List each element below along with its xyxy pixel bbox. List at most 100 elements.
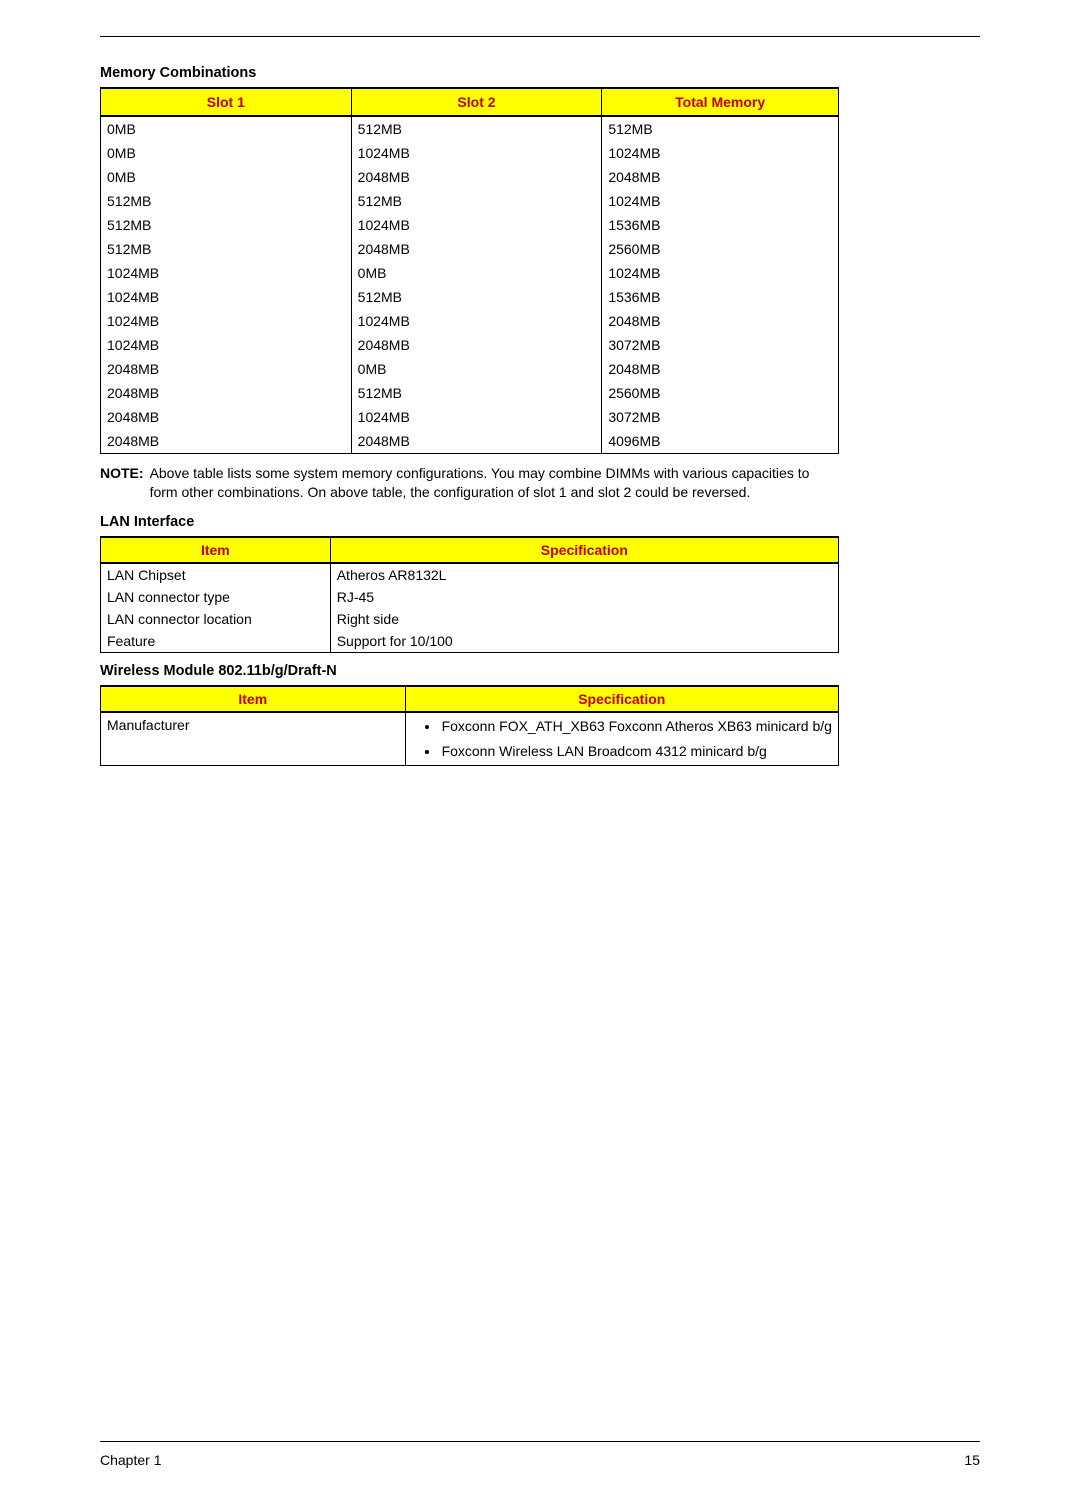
note-label: NOTE: — [100, 464, 150, 502]
cell: 1024MB — [351, 141, 602, 165]
note-text: Above table lists some system memory con… — [150, 464, 839, 502]
table-row: LAN connector typeRJ-45 — [101, 586, 839, 608]
cell: 2048MB — [101, 429, 352, 454]
footer-chapter: Chapter 1 — [100, 1452, 161, 1468]
cell: LAN connector type — [101, 586, 331, 608]
memory-table: Slot 1 Slot 2 Total Memory 0MB512MB512MB… — [100, 87, 839, 454]
cell: 2048MB — [602, 309, 839, 333]
table-row: 512MB2048MB2560MB — [101, 237, 839, 261]
memory-col-slot1: Slot 1 — [101, 88, 352, 116]
table-row: Manufacturer Foxconn FOX_ATH_XB63 Foxcon… — [101, 712, 839, 765]
wireless-table: Item Specification Manufacturer Foxconn … — [100, 685, 839, 766]
footer-page-number: 15 — [964, 1452, 980, 1468]
table-row: 1024MB0MB1024MB — [101, 261, 839, 285]
table-row: 2048MB2048MB4096MB — [101, 429, 839, 454]
cell: 1024MB — [602, 189, 839, 213]
page: Memory Combinations Slot 1 Slot 2 Total … — [0, 0, 1080, 1512]
table-row: 1024MB2048MB3072MB — [101, 333, 839, 357]
cell: Feature — [101, 630, 331, 653]
memory-col-total: Total Memory — [602, 88, 839, 116]
cell: 1024MB — [101, 333, 352, 357]
cell: 1536MB — [602, 285, 839, 309]
cell: Atheros AR8132L — [330, 563, 838, 586]
cell: 4096MB — [602, 429, 839, 454]
cell: 512MB — [101, 213, 352, 237]
note-block: NOTE: Above table lists some system memo… — [100, 464, 839, 502]
table-row: 1024MB512MB1536MB — [101, 285, 839, 309]
lan-col-item: Item — [101, 537, 331, 563]
wireless-title: Wireless Module 802.11b/g/Draft-N — [100, 663, 980, 679]
table-row: 2048MB0MB2048MB — [101, 357, 839, 381]
wireless-spec-cell: Foxconn FOX_ATH_XB63 Foxconn Atheros XB6… — [405, 712, 838, 765]
cell: LAN Chipset — [101, 563, 331, 586]
cell: 512MB — [351, 189, 602, 213]
cell: 512MB — [101, 189, 352, 213]
table-row: 512MB512MB1024MB — [101, 189, 839, 213]
memory-header-row: Slot 1 Slot 2 Total Memory — [101, 88, 839, 116]
table-row: 512MB1024MB1536MB — [101, 213, 839, 237]
table-row: 2048MB1024MB3072MB — [101, 405, 839, 429]
cell: RJ-45 — [330, 586, 838, 608]
cell: 1024MB — [602, 261, 839, 285]
table-row: LAN connector locationRight side — [101, 608, 839, 630]
top-rule — [100, 36, 980, 37]
wireless-col-item: Item — [101, 686, 406, 712]
cell: 2048MB — [602, 357, 839, 381]
cell: 512MB — [351, 285, 602, 309]
cell: 512MB — [602, 116, 839, 141]
cell: 2048MB — [602, 165, 839, 189]
cell: 512MB — [351, 116, 602, 141]
cell: 2560MB — [602, 381, 839, 405]
cell: LAN connector location — [101, 608, 331, 630]
table-row: LAN ChipsetAtheros AR8132L — [101, 563, 839, 586]
wireless-col-spec: Specification — [405, 686, 838, 712]
cell: 3072MB — [602, 405, 839, 429]
table-row: 0MB2048MB2048MB — [101, 165, 839, 189]
cell: 2048MB — [351, 165, 602, 189]
lan-title: LAN Interface — [100, 514, 980, 530]
cell: 2048MB — [351, 333, 602, 357]
footer: Chapter 1 15 — [100, 1441, 980, 1468]
list-item: Foxconn FOX_ATH_XB63 Foxconn Atheros XB6… — [440, 717, 832, 736]
cell: 1024MB — [101, 309, 352, 333]
wireless-manufacturer-label: Manufacturer — [101, 712, 406, 765]
cell: 2048MB — [101, 381, 352, 405]
cell: 1024MB — [351, 213, 602, 237]
cell: 1024MB — [351, 309, 602, 333]
cell: 2048MB — [101, 405, 352, 429]
cell: 3072MB — [602, 333, 839, 357]
wireless-header-row: Item Specification — [101, 686, 839, 712]
table-row: FeatureSupport for 10/100 — [101, 630, 839, 653]
cell: 1024MB — [101, 261, 352, 285]
cell: 512MB — [101, 237, 352, 261]
cell: 512MB — [351, 381, 602, 405]
cell: 2048MB — [351, 429, 602, 454]
cell: 1024MB — [101, 285, 352, 309]
cell: 2048MB — [351, 237, 602, 261]
lan-table: Item Specification LAN ChipsetAtheros AR… — [100, 536, 839, 653]
cell: 0MB — [101, 141, 352, 165]
cell: 2048MB — [101, 357, 352, 381]
memory-title: Memory Combinations — [100, 65, 980, 81]
cell: 0MB — [101, 116, 352, 141]
memory-col-slot2: Slot 2 — [351, 88, 602, 116]
cell: 1024MB — [351, 405, 602, 429]
table-row: 1024MB1024MB2048MB — [101, 309, 839, 333]
cell: 2560MB — [602, 237, 839, 261]
lan-col-spec: Specification — [330, 537, 838, 563]
list-item: Foxconn Wireless LAN Broadcom 4312 minic… — [440, 742, 832, 761]
footer-row: Chapter 1 15 — [100, 1452, 980, 1468]
footer-rule — [100, 1441, 980, 1442]
cell: 0MB — [351, 261, 602, 285]
table-row: 2048MB512MB2560MB — [101, 381, 839, 405]
cell: 0MB — [101, 165, 352, 189]
cell: 0MB — [351, 357, 602, 381]
cell: 1024MB — [602, 141, 839, 165]
wireless-bullet-list: Foxconn FOX_ATH_XB63 Foxconn Atheros XB6… — [412, 717, 832, 761]
table-row: 0MB1024MB1024MB — [101, 141, 839, 165]
lan-header-row: Item Specification — [101, 537, 839, 563]
cell: 1536MB — [602, 213, 839, 237]
table-row: 0MB512MB512MB — [101, 116, 839, 141]
cell: Support for 10/100 — [330, 630, 838, 653]
cell: Right side — [330, 608, 838, 630]
